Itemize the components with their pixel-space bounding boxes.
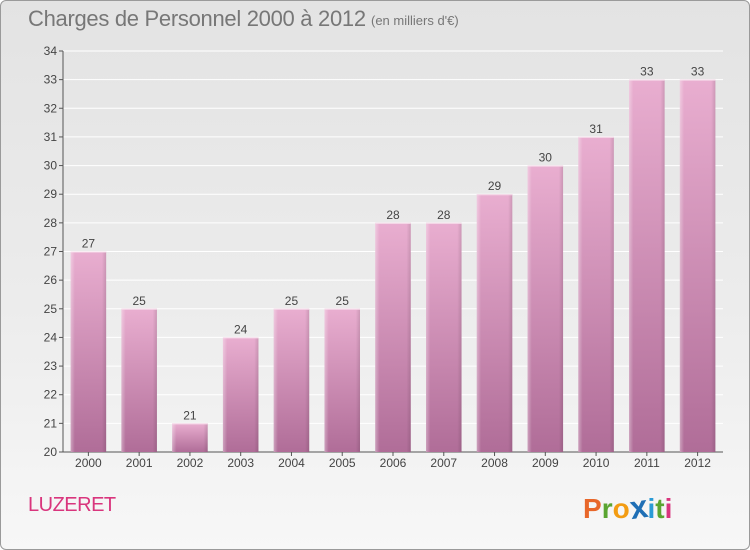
x-tick-label: 2001 — [126, 456, 153, 470]
bar-shading — [172, 423, 208, 452]
x-tick-label: 2000 — [75, 456, 102, 470]
bar-shading — [476, 194, 513, 452]
data-label: 28 — [437, 208, 451, 222]
logo-letter: i — [664, 493, 673, 524]
x-tick-label: 2006 — [380, 456, 407, 470]
bar-shading — [324, 308, 360, 452]
commune-name: LUZERET — [28, 494, 116, 516]
x-tick-label: 2009 — [532, 456, 559, 470]
y-tick-label: 29 — [44, 187, 58, 201]
logo-letter: o — [612, 493, 630, 524]
x-tick-label: 2005 — [329, 456, 356, 470]
data-label: 25 — [132, 294, 146, 308]
bar-shading — [629, 79, 665, 453]
y-tick-label: 26 — [44, 273, 58, 287]
data-label: 24 — [234, 322, 248, 336]
x-tick-label: 2007 — [430, 456, 457, 470]
data-label: 25 — [336, 294, 350, 308]
data-label: 27 — [82, 237, 96, 251]
x-tick-label: 2012 — [684, 456, 711, 470]
y-tick-label: 23 — [44, 359, 58, 373]
x-tick-label: 2003 — [227, 456, 254, 470]
y-tick-label: 25 — [44, 302, 58, 316]
bar-shading — [679, 79, 716, 453]
logo-letter: r — [601, 493, 613, 524]
data-label: 28 — [386, 208, 400, 222]
data-label: 30 — [539, 151, 553, 165]
x-tick-label: 2011 — [634, 456, 660, 470]
y-tick-label: 30 — [44, 159, 58, 173]
data-label: 31 — [589, 122, 603, 136]
logo-letter: t — [655, 493, 665, 524]
x-tick-label: 2010 — [583, 456, 610, 470]
y-tick-label: 24 — [44, 330, 58, 344]
y-tick-label: 20 — [44, 445, 58, 459]
data-label: 25 — [285, 294, 299, 308]
proxiti-logo: Proxiti — [583, 488, 673, 526]
bar-shading — [426, 222, 462, 452]
bar-shading — [70, 251, 107, 452]
bar-shading — [578, 136, 614, 452]
data-label: 21 — [183, 408, 197, 422]
bar-shading — [527, 165, 564, 453]
data-label: 33 — [691, 65, 705, 79]
chart-subtitle: (en milliers d'€) — [371, 13, 459, 28]
y-tick-label: 21 — [44, 416, 58, 430]
bar-shading — [375, 222, 411, 452]
y-tick-label: 28 — [44, 216, 58, 230]
logo-letter: P — [583, 493, 602, 524]
y-tick-label: 32 — [44, 101, 58, 115]
bar-shading — [222, 337, 259, 452]
logo-letter: i — [647, 493, 656, 524]
y-tick-label: 34 — [44, 44, 58, 58]
x-tick-label: 2008 — [481, 456, 508, 470]
data-label: 29 — [488, 179, 502, 193]
x-tick-label: 2002 — [177, 456, 204, 470]
data-label: 33 — [640, 65, 654, 79]
y-tick-label: 27 — [44, 245, 58, 259]
bar-shading — [121, 308, 157, 452]
y-tick-label: 31 — [44, 130, 58, 144]
y-tick-label: 33 — [44, 73, 58, 87]
bar-layer: 27 25 21 24 25 25 28 28 29 30 31 33 33 — [70, 65, 716, 453]
x-tick-label: 2004 — [278, 456, 305, 470]
y-tick-label: 22 — [44, 388, 58, 402]
bar-shading — [273, 308, 310, 452]
chart-title: Charges de Personnel 2000 à 2012 — [28, 6, 366, 31]
